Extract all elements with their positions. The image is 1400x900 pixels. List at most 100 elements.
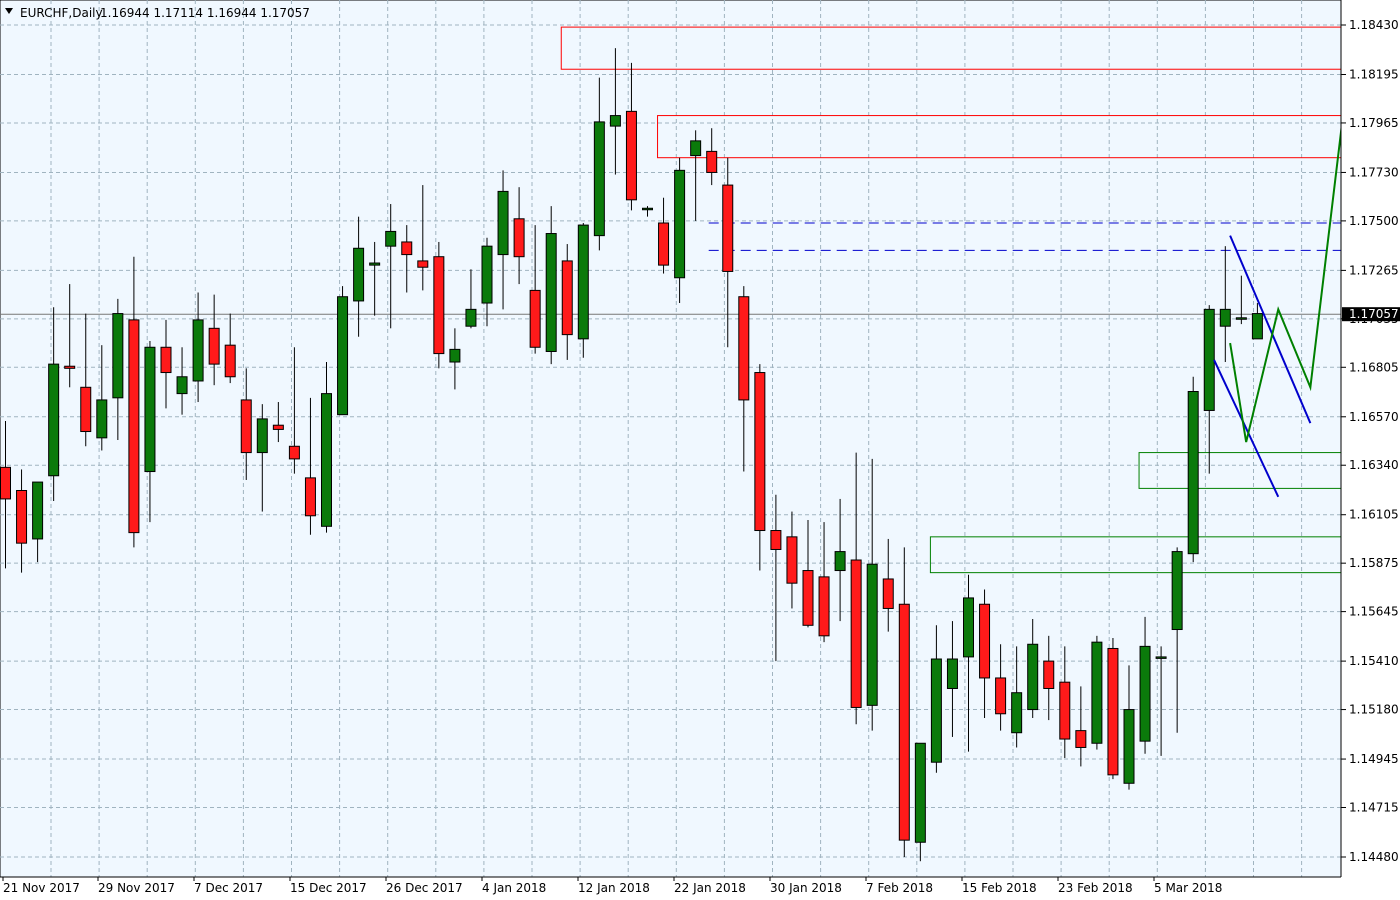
time-tick-label: 5 Mar 2018 — [1154, 881, 1222, 895]
price-tick-label: 1.16105 — [1349, 508, 1399, 522]
time-tick-label: 29 Nov 2017 — [98, 881, 175, 895]
time-axis-bg — [0, 877, 1341, 900]
candle-body — [321, 393, 332, 527]
bull-candle — [48, 307, 60, 502]
bear-candle — [995, 644, 1007, 731]
candle-body — [32, 481, 44, 540]
candle-body — [1235, 317, 1247, 320]
plot-background — [0, 0, 1342, 878]
candle-body — [497, 190, 509, 256]
grid-lines — [0, 0, 1341, 877]
bull-candle — [369, 241, 381, 316]
candle-body — [625, 110, 637, 201]
candle-body — [337, 296, 349, 416]
bear-candle — [818, 522, 830, 643]
dropdown-triangle-icon[interactable] — [5, 8, 13, 14]
bear-candle — [625, 62, 637, 211]
candle-body — [786, 536, 798, 584]
blue-trend-line[interactable] — [1229, 235, 1312, 424]
bull-candle — [176, 347, 188, 415]
bull-candle — [593, 77, 605, 251]
bull-candle — [1123, 665, 1135, 790]
candle-body — [979, 603, 991, 679]
bull-candle — [1139, 616, 1151, 754]
candle-body — [1075, 730, 1087, 748]
candle-body — [1091, 641, 1103, 744]
bear-candle — [882, 538, 894, 632]
bear-candle — [898, 547, 910, 857]
bear-candle — [0, 420, 11, 569]
price-tick-label: 1.17965 — [1349, 116, 1399, 130]
bull-candle — [385, 204, 397, 329]
candle-body — [898, 603, 910, 841]
candle-body — [561, 260, 573, 336]
time-axis[interactable]: 21 Nov 2017 29 Nov 2017 7 Dec 2017 15 Dec 2… — [0, 876, 1341, 900]
bull-candle — [914, 742, 926, 862]
time-tick-label: 15 Dec 2017 — [290, 881, 367, 895]
price-tick-label: 1.15180 — [1349, 703, 1399, 717]
candle-body — [545, 233, 557, 352]
bear-candle — [561, 244, 573, 360]
bull-candle — [32, 481, 44, 563]
blue-trend-line[interactable] — [1213, 359, 1280, 498]
last-price-tag: 1.17057 — [1342, 307, 1400, 322]
candle-body — [738, 296, 750, 401]
candle-body — [722, 184, 734, 272]
horizontal-levels[interactable] — [0, 222, 1341, 315]
bull-candle — [497, 170, 509, 310]
candle-body — [176, 376, 188, 395]
candle-body — [1011, 692, 1023, 734]
candle-body — [1187, 391, 1199, 555]
bull-candle — [465, 269, 477, 329]
bear-candle — [979, 589, 991, 718]
bear-candle — [433, 241, 445, 369]
bear-candle — [417, 185, 429, 291]
bull-candle — [449, 328, 461, 390]
price-tick-label: 1.16570 — [1349, 410, 1399, 424]
bull-candle — [353, 216, 365, 337]
bear-candle — [224, 313, 236, 384]
bull-candle — [609, 48, 621, 175]
time-tick-label: 23 Feb 2018 — [1058, 881, 1133, 895]
candle-body — [240, 399, 252, 454]
candle-body — [963, 597, 974, 658]
bear-candle — [160, 319, 172, 409]
bull-candle — [1091, 635, 1103, 750]
price-axis[interactable]: 1.18430 1.18195 1.17965 1.17730 1.17500 1.172… — [1340, 0, 1400, 900]
candle-body — [1171, 551, 1183, 631]
candle-body — [304, 477, 316, 517]
candle-body — [160, 346, 172, 374]
bull-candle — [1251, 303, 1263, 340]
bear-candle — [272, 402, 284, 443]
candle-body — [1139, 645, 1151, 742]
bear-candle — [80, 313, 92, 447]
green-projection-path[interactable] — [1229, 119, 1344, 443]
price-tick-label: 1.17730 — [1349, 165, 1399, 179]
candle-body — [1043, 660, 1055, 689]
price-tick-label: 1.17265 — [1349, 263, 1399, 277]
bear-candle — [208, 294, 220, 386]
bear-candle — [738, 286, 750, 472]
candle-body — [513, 218, 525, 258]
candle-body — [802, 570, 814, 626]
trend-lines[interactable] — [1213, 119, 1344, 498]
candle-body — [1123, 709, 1135, 784]
last-price-tag-label: 1.17057 — [1349, 307, 1399, 321]
bull-candle — [256, 404, 268, 512]
candle-body — [256, 418, 268, 454]
ohlc-label: 1.16944 1.17114 1.16944 1.17057 — [100, 6, 310, 20]
candle-body — [706, 150, 718, 173]
candle-body — [1107, 647, 1119, 776]
bear-candle — [1075, 686, 1087, 767]
bull-candle — [112, 298, 124, 440]
time-tick-label: 7 Dec 2017 — [194, 881, 263, 895]
bull-candle — [946, 621, 958, 737]
candle-body — [1059, 681, 1071, 740]
candle-body — [449, 348, 461, 363]
bear-candle — [288, 347, 300, 474]
time-tick-label: 22 Jan 2018 — [674, 881, 746, 895]
chart-header: EURCHF,Daily 1.16944 1.17114 1.16944 1.1… — [5, 6, 310, 20]
bear-candle — [770, 494, 782, 662]
price-axis-bg — [1341, 0, 1400, 900]
